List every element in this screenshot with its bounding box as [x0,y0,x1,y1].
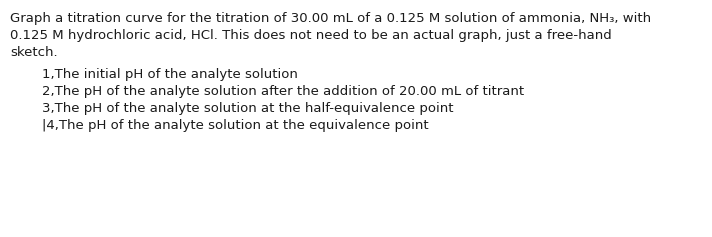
Text: 2,The pH of the analyte solution after the addition of 20.00 mL of titrant: 2,The pH of the analyte solution after t… [42,85,524,98]
Text: 3,The pH of the analyte solution at the half-equivalence point: 3,The pH of the analyte solution at the … [42,102,454,115]
Text: |4,The pH of the analyte solution at the equivalence point: |4,The pH of the analyte solution at the… [42,119,429,132]
Text: 0.125 M hydrochloric acid, HCl. This does not need to be an actual graph, just a: 0.125 M hydrochloric acid, HCl. This doe… [10,29,612,42]
Text: Graph a titration curve for the titration of 30.00 mL of a 0.125 M solution of a: Graph a titration curve for the titratio… [10,12,651,25]
Text: sketch.: sketch. [10,46,58,59]
Text: 1,The initial pH of the analyte solution: 1,The initial pH of the analyte solution [42,68,298,81]
